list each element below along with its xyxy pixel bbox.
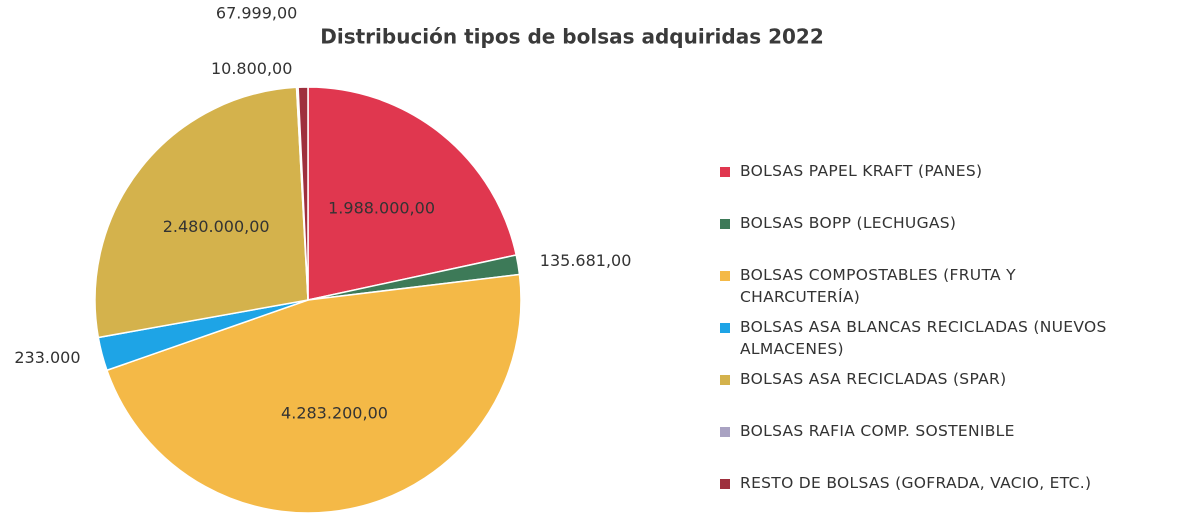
chart-title: Distribución tipos de bolsas adquiridas … <box>320 25 824 49</box>
legend: BOLSAS PAPEL KRAFT (PANES) BOLSAS BOPP (L… <box>720 160 1140 524</box>
data-label: 10.800,00 <box>211 59 292 78</box>
legend-item: RESTO DE BOLSAS (GOFRADA, VACIO, ETC.) <box>720 472 1140 524</box>
legend-item: BOLSAS ASA BLANCAS RECICLADAS (NUEVOS AL… <box>720 316 1140 368</box>
legend-item: BOLSAS RAFIA COMP. SOSTENIBLE <box>720 420 1140 472</box>
legend-label: BOLSAS PAPEL KRAFT (PANES) <box>740 162 983 180</box>
data-label: 4.283.200,00 <box>281 404 388 423</box>
legend-swatch <box>720 375 730 385</box>
legend-swatch <box>720 219 730 229</box>
data-label: 67.999,00 <box>216 4 297 23</box>
legend-label: BOLSAS RAFIA COMP. SOSTENIBLE <box>740 422 1015 440</box>
data-label: 1.988.000,00 <box>328 198 435 217</box>
legend-swatch <box>720 479 730 489</box>
legend-item: BOLSAS ASA RECICLADAS (SPAR) <box>720 368 1140 420</box>
legend-swatch <box>720 271 730 281</box>
pie-slice <box>94 86 309 339</box>
pie-slice <box>307 86 518 301</box>
legend-label: BOLSAS BOPP (LECHUGAS) <box>740 214 957 232</box>
legend-item: BOLSAS PAPEL KRAFT (PANES) <box>720 160 1140 212</box>
legend-label: BOLSAS ASA BLANCAS RECICLADAS (NUEVOS AL… <box>740 318 1107 358</box>
legend-label: BOLSAS COMPOSTABLES (FRUTA Y CHARCUTERÍA… <box>740 266 1016 306</box>
legend-item: BOLSAS BOPP (LECHUGAS) <box>720 212 1140 264</box>
legend-item: BOLSAS COMPOSTABLES (FRUTA Y CHARCUTERÍA… <box>720 264 1140 316</box>
legend-swatch <box>720 323 730 333</box>
data-label: 233.000 <box>14 348 80 367</box>
pie-slice <box>297 86 309 301</box>
legend-label: BOLSAS ASA RECICLADAS (SPAR) <box>740 370 1007 388</box>
legend-label: RESTO DE BOLSAS (GOFRADA, VACIO, ETC.) <box>740 474 1092 492</box>
data-label: 2.480.000,00 <box>163 217 270 236</box>
legend-swatch <box>720 167 730 177</box>
legend-swatch <box>720 427 730 437</box>
data-label: 135.681,00 <box>540 251 632 270</box>
